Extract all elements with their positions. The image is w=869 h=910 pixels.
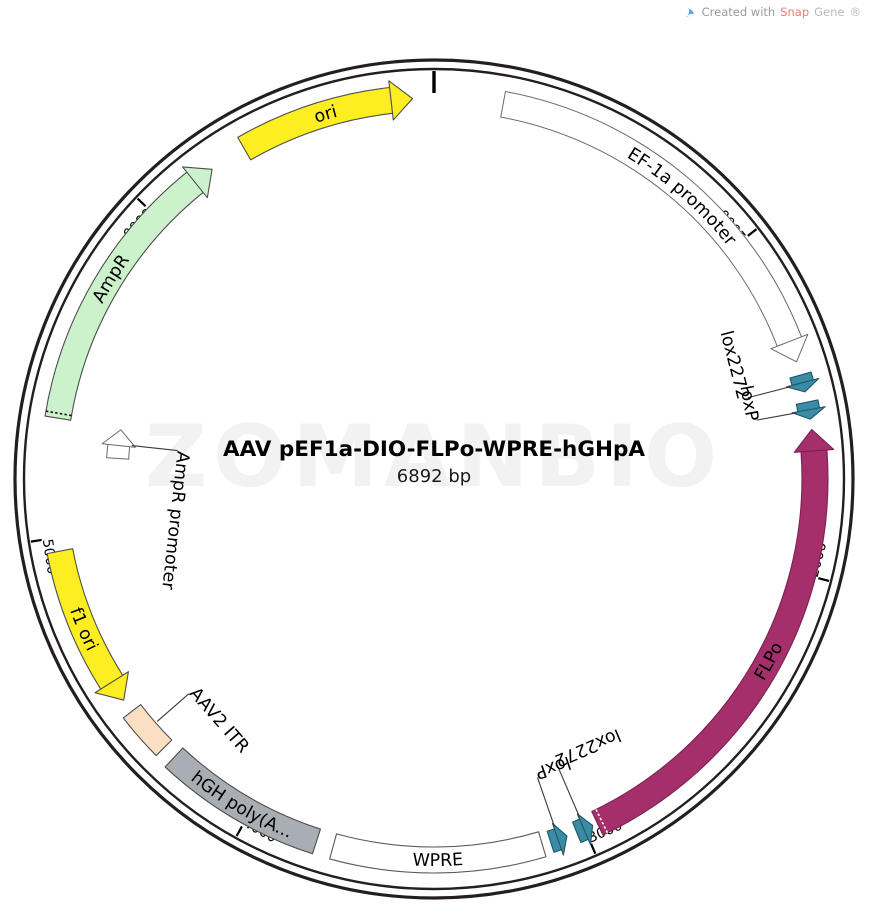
feature-leader-line	[747, 386, 791, 399]
feature-label: AAV2 ITR	[185, 684, 253, 757]
credit-brand-gene: Gene	[814, 5, 845, 19]
feature-shape[interactable]	[44, 166, 213, 421]
feature-shape[interactable]	[571, 813, 594, 846]
feature-wpre[interactable]: WPRE	[329, 831, 547, 874]
ruler-tick-mark	[235, 825, 243, 837]
feature-shape[interactable]	[164, 747, 322, 855]
ruler-tick-mark	[30, 538, 42, 543]
feature-leader-line	[756, 412, 797, 421]
snapgene-credit: Created with Snap Gene ®	[684, 5, 861, 19]
feature-label: WPRE	[412, 850, 464, 871]
feature-leader-line	[156, 693, 190, 722]
ruler-tick-mark	[818, 577, 830, 583]
feature-shape[interactable]	[591, 428, 835, 836]
feature-f1-ori[interactable]: f1 ori	[46, 548, 129, 701]
feature-label: hGH poly(A...	[187, 768, 295, 843]
page-title: AAV pEF1a-DIO-FLPo-WPRE-hGHpA	[223, 437, 645, 462]
credit-prefix: Created with	[701, 5, 776, 19]
feature-shape[interactable]	[500, 91, 809, 363]
feature-shape[interactable]	[122, 703, 173, 757]
backbone-inner-circle	[22, 67, 846, 891]
feature-hgh-polya[interactable]: hGH poly(A...	[164, 747, 322, 855]
feature-leader-line	[131, 444, 178, 452]
feature-shape[interactable]	[237, 80, 414, 161]
background-watermark: ZOMANBIO	[145, 407, 723, 507]
plasmid-backbone	[13, 58, 855, 900]
ruler-tick-mark	[589, 843, 597, 855]
plasmid-size-label: 6892 bp	[397, 466, 471, 487]
feature-leader-line	[556, 765, 581, 818]
snapgene-logo-icon	[684, 6, 697, 19]
ruler-tick-mark	[136, 197, 147, 207]
feature-label: EF-1a promoter	[624, 144, 741, 250]
feature-shape[interactable]	[785, 371, 820, 393]
watermark-label: ZOMANBIO	[145, 407, 723, 507]
credit-registered-mark: ®	[849, 5, 862, 19]
feature-label: loxP	[533, 752, 574, 783]
feature-shape[interactable]	[101, 429, 136, 460]
backbone-outer-circle	[13, 58, 855, 900]
plasmid-center-caption: AAV pEF1a-DIO-FLPo-WPRE-hGHpA 6892 bp	[223, 437, 645, 487]
feature-shape[interactable]	[791, 399, 826, 420]
feature-label: loxP	[735, 384, 761, 423]
feature-shape[interactable]	[546, 822, 568, 856]
feature-leader-line	[536, 777, 556, 827]
feature-ori[interactable]: ori	[237, 80, 414, 161]
feature-aav2-itr[interactable]: AAV2 ITR	[122, 684, 253, 757]
credit-brand-snap: Snap	[780, 5, 810, 19]
ruler-tick-mark	[747, 228, 758, 237]
feature-shape[interactable]	[46, 548, 129, 701]
feature-shape[interactable]	[329, 831, 547, 874]
